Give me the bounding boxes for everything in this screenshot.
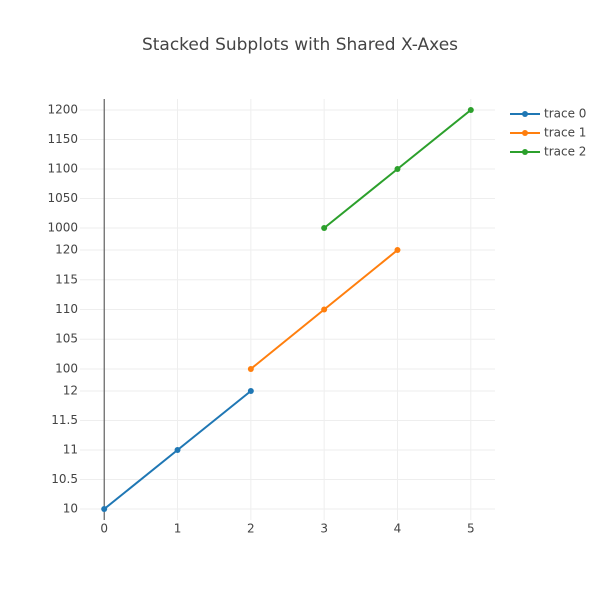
series-marker xyxy=(247,365,254,372)
series-marker xyxy=(394,247,401,254)
series-marker xyxy=(101,506,108,513)
legend-label: trace 0 xyxy=(544,107,586,121)
series-marker xyxy=(467,106,474,113)
x-tick-label: 4 xyxy=(394,522,402,536)
legend-marker xyxy=(522,111,528,117)
y-tick-label: 1200 xyxy=(47,102,78,116)
y-tick-label: 12 xyxy=(63,383,78,397)
series-marker xyxy=(321,306,328,313)
x-tick-label: 3 xyxy=(320,522,328,536)
y-tick-label: 1100 xyxy=(47,162,78,176)
x-tick-label: 1 xyxy=(174,522,182,536)
legend-marker xyxy=(522,130,528,136)
series-marker xyxy=(394,166,401,172)
x-tick-label: 0 xyxy=(100,522,108,536)
y-tick-label: 110 xyxy=(55,302,78,316)
x-tick-label: 5 xyxy=(467,522,475,536)
x-tick-label: 2 xyxy=(247,522,255,536)
y-tick-label: 10 xyxy=(63,502,78,516)
y-tick-label: 1050 xyxy=(47,191,78,205)
y-tick-label: 10.5 xyxy=(51,472,78,486)
series-marker xyxy=(247,387,254,394)
legend-label: trace 1 xyxy=(544,126,586,140)
series-marker xyxy=(321,225,328,232)
y-tick-label: 100 xyxy=(55,361,78,375)
y-tick-label: 1000 xyxy=(47,221,78,235)
y-tick-label: 11 xyxy=(63,443,78,457)
y-tick-label: 105 xyxy=(55,332,78,346)
legend-label: trace 2 xyxy=(544,145,586,159)
y-tick-label: 120 xyxy=(55,243,78,257)
legend-marker xyxy=(522,149,528,155)
y-tick-label: 11.5 xyxy=(51,413,78,427)
series-marker xyxy=(174,447,181,453)
chart-title: Stacked Subplots with Shared X-Axes xyxy=(142,35,458,55)
y-tick-label: 115 xyxy=(55,272,78,286)
y-tick-label: 1150 xyxy=(47,132,78,146)
